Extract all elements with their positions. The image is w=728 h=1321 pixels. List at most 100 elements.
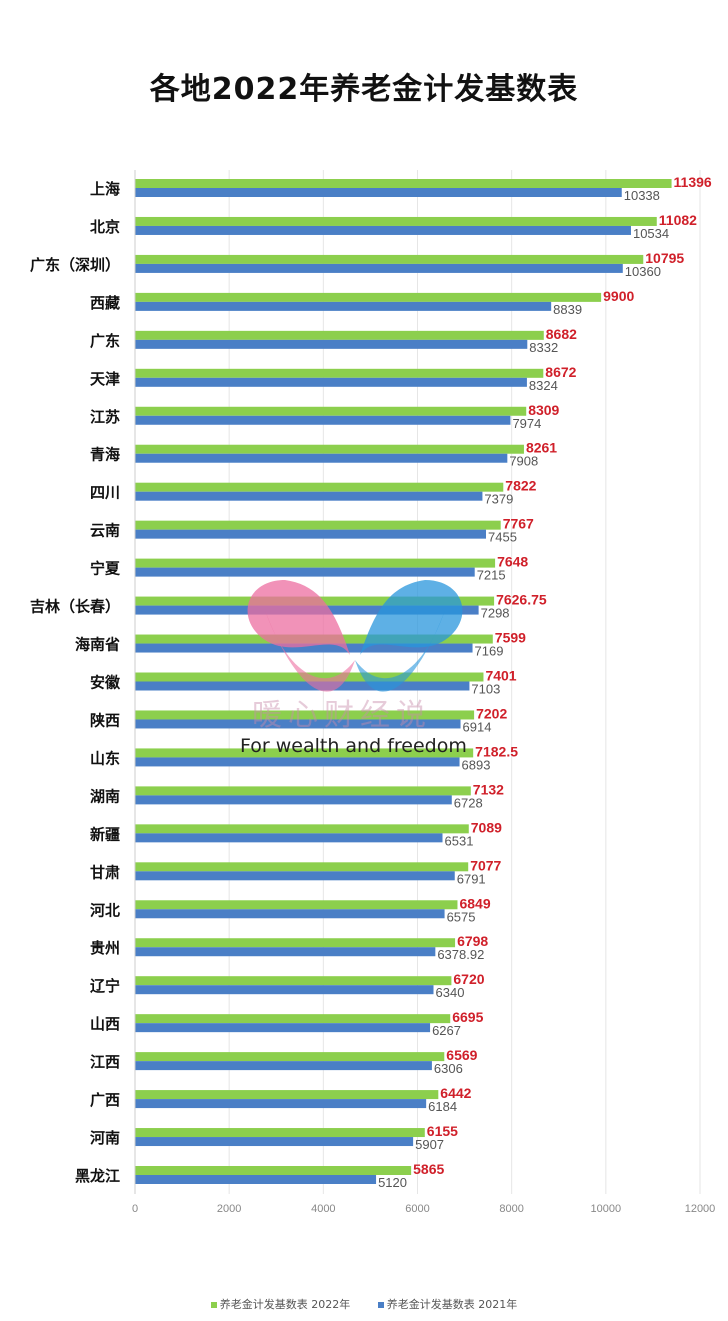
x-tick-label: 2000 xyxy=(217,1203,241,1215)
bar-2021 xyxy=(135,1061,432,1071)
x-tick-label: 4000 xyxy=(311,1203,335,1215)
data-label-2021: 6914 xyxy=(463,719,492,734)
data-label-2021: 6267 xyxy=(432,1023,461,1038)
data-label-2021: 8324 xyxy=(529,378,558,393)
data-label-2021: 10534 xyxy=(633,226,669,241)
data-label-2021: 6378.92 xyxy=(437,947,484,962)
data-label-2022: 8672 xyxy=(545,364,576,380)
category-label: 青海 xyxy=(90,446,120,464)
bar-2022 xyxy=(135,292,602,302)
bar-2022 xyxy=(135,254,644,264)
data-label-2022: 7648 xyxy=(497,554,528,570)
bar-2022 xyxy=(135,634,493,644)
bar-2021 xyxy=(135,1099,427,1109)
category-label: 上海 xyxy=(90,180,120,198)
data-label-2022: 6569 xyxy=(446,1047,477,1063)
data-label-2022: 6155 xyxy=(427,1123,458,1139)
data-label-2021: 7379 xyxy=(484,492,513,507)
data-label-2021: 6531 xyxy=(445,833,474,848)
bar-2022 xyxy=(135,179,672,188)
bar-2021 xyxy=(135,225,631,235)
bar-2022 xyxy=(135,330,544,340)
legend-label-2021: 养老金计发基数表 2021年 xyxy=(386,1298,518,1311)
x-tick-label: 12000 xyxy=(685,1203,716,1215)
bar-2022 xyxy=(135,710,475,720)
bar-2022 xyxy=(135,520,501,530)
data-label-2022: 6798 xyxy=(457,933,488,949)
bar-2021 xyxy=(135,757,460,767)
legend-item-2022: 养老金计发基数表 2022年 xyxy=(210,1298,351,1311)
watermark-english-text: For wealth and freedom xyxy=(240,735,467,757)
category-label: 西藏 xyxy=(90,294,120,312)
category-label: 安徽 xyxy=(90,674,121,692)
bar-2021 xyxy=(135,833,443,843)
category-label: 黑龙江 xyxy=(75,1167,120,1185)
bar-2022 xyxy=(135,406,527,416)
data-label-2021: 7215 xyxy=(477,568,506,583)
data-label-2021: 7169 xyxy=(475,644,504,659)
bar-2021 xyxy=(135,188,622,197)
category-label: 陕西 xyxy=(90,711,120,729)
bar-2021 xyxy=(135,947,436,957)
data-label-2021: 7103 xyxy=(471,682,500,697)
data-label-2021: 10360 xyxy=(625,264,661,279)
bar-2022 xyxy=(135,976,452,986)
data-label-2021: 6340 xyxy=(436,985,465,1000)
data-label-2021: 10338 xyxy=(624,188,660,203)
data-label-2022: 7767 xyxy=(503,516,534,532)
category-label: 新疆 xyxy=(90,825,120,843)
legend-label-2022: 养老金计发基数表 2022年 xyxy=(219,1298,351,1311)
watermark-chinese-text: 暖心财经说 xyxy=(252,698,432,733)
category-label: 山西 xyxy=(90,1015,120,1033)
bar-2022 xyxy=(135,748,474,758)
data-label-2022: 8261 xyxy=(526,440,557,456)
legend-swatch-2021 xyxy=(377,1302,384,1308)
data-label-2021: 7455 xyxy=(488,530,517,545)
bar-2022 xyxy=(135,444,524,454)
category-label: 广东（深圳） xyxy=(30,256,120,274)
data-label-2021: 6728 xyxy=(454,795,483,810)
category-label: 山东 xyxy=(90,749,120,767)
category-label: 云南 xyxy=(90,522,120,540)
bar-2022 xyxy=(135,482,504,492)
category-label: 北京 xyxy=(90,218,120,236)
data-label-2021: 6306 xyxy=(434,1061,463,1076)
data-label-2021: 5120 xyxy=(378,1175,407,1190)
bar-2021 xyxy=(135,567,475,577)
bar-2022 xyxy=(135,558,496,568)
data-label-2022: 9900 xyxy=(603,288,634,304)
bar-2022 xyxy=(135,216,657,226)
data-label-2022: 7202 xyxy=(476,705,507,721)
category-label: 辽宁 xyxy=(90,977,120,995)
category-label: 广东 xyxy=(90,332,120,350)
bar-2022 xyxy=(135,862,469,872)
bar-2021 xyxy=(135,339,528,349)
bar-2022 xyxy=(135,1090,439,1100)
data-label-2022: 11396 xyxy=(674,174,712,190)
bar-2022 xyxy=(135,1014,451,1024)
bar-2021 xyxy=(135,1175,377,1184)
data-label-2022: 8309 xyxy=(528,402,559,418)
legend-swatch-2022 xyxy=(210,1302,217,1308)
bar-2021 xyxy=(135,453,508,463)
bar-2021 xyxy=(135,529,487,539)
bar-2021 xyxy=(135,985,434,995)
data-label-2022: 7077 xyxy=(470,857,501,873)
data-label-2021: 8332 xyxy=(529,340,558,355)
bar-2022 xyxy=(135,596,495,606)
category-label: 贵州 xyxy=(90,939,120,957)
category-label: 四川 xyxy=(90,484,120,502)
category-label: 广西 xyxy=(90,1091,120,1109)
bar-2021 xyxy=(135,491,483,501)
data-label-2022: 5865 xyxy=(413,1161,444,1177)
bar-2021 xyxy=(135,301,552,311)
bar-2021 xyxy=(135,415,511,425)
bar-2021 xyxy=(135,263,623,273)
data-label-2021: 7298 xyxy=(481,606,510,621)
data-label-2022: 6849 xyxy=(459,895,490,911)
bar-2021 xyxy=(135,643,473,653)
data-label-2022: 7182.5 xyxy=(475,743,518,759)
category-label: 河南 xyxy=(90,1129,120,1147)
data-label-2022: 7626.75 xyxy=(496,592,547,608)
bar-2021 xyxy=(135,1137,414,1147)
